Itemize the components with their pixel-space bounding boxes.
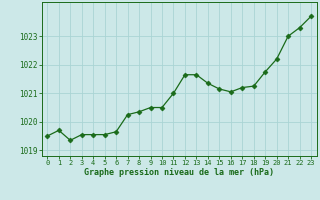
X-axis label: Graphe pression niveau de la mer (hPa): Graphe pression niveau de la mer (hPa) — [84, 168, 274, 177]
